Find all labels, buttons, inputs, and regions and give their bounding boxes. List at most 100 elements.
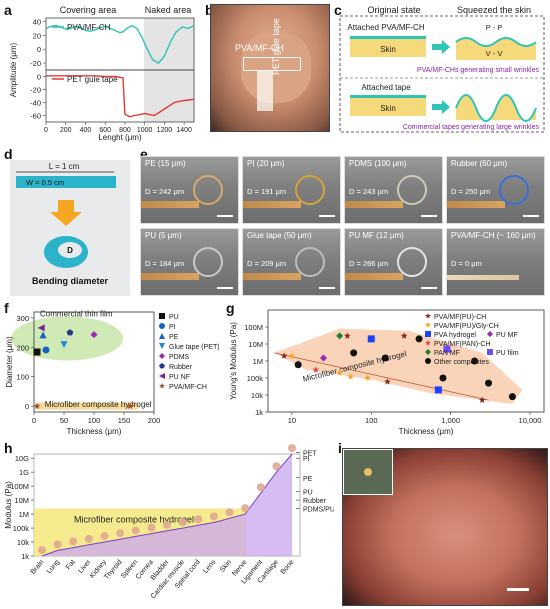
h-right-label: PDMS/PU NF [303, 506, 334, 513]
a-xtick-label: 1000 [137, 127, 153, 134]
g-point-pu-film [443, 345, 451, 353]
g-point-pva-hydrogel [434, 386, 442, 394]
panel-label-c: c [334, 2, 342, 18]
e-tile-diameter: D = 184 μm [145, 259, 185, 268]
h-category-label: Lung [46, 559, 61, 576]
e-bent-loop [397, 247, 427, 277]
h-category-label: Lens [202, 558, 217, 575]
g-ytick-label: 1M [253, 357, 263, 366]
panel-i-photo [342, 448, 548, 606]
h-organ-icon [272, 462, 281, 471]
g-point-pva-mf-pu-ch [400, 332, 408, 339]
e-bent-loop [193, 247, 223, 277]
d-diameter-symbol: D [67, 246, 73, 255]
panel-c-schematic: Original state Squeezed the skin Attache… [339, 5, 545, 133]
g-legend-marker [425, 340, 431, 346]
g-point-other-composites [381, 354, 389, 362]
a-region-left: Covering area [60, 5, 117, 15]
h-modulus-line [41, 453, 293, 557]
panel-label-e: e [140, 146, 148, 162]
i-inset-center [364, 468, 372, 476]
f-xtick-label: 100 [88, 416, 101, 425]
e-tile-diameter: D = 191 μm [247, 187, 287, 196]
g-ytick-label: 10k [251, 391, 263, 400]
e-bent-loop [193, 175, 223, 205]
e-scale-bar [319, 287, 335, 289]
panel-e-photo-grid: PE (15 μm) D = 242 μm PI (20 μm) D = 191 μm… [140, 156, 548, 298]
h-ytick-label: 1G [19, 468, 29, 477]
c-tape-top [350, 95, 426, 98]
h-organ-icon [131, 526, 140, 535]
g-legend-entry: PVA/MF(PAN)-CH [434, 341, 491, 348]
panel-label-d: d [4, 146, 13, 162]
g-xtick-label: 1,000 [441, 416, 460, 425]
e-scale-bar [421, 287, 437, 289]
i-inset-device [343, 449, 393, 495]
f-legend-marker [159, 323, 165, 329]
e-film-strip [141, 273, 199, 280]
f-legend-marker [159, 363, 165, 369]
b-label-film: PVA/MF-CH [235, 43, 284, 53]
f-ytick-label: 300 [16, 314, 29, 323]
f-legend-entry: Glue tape (PET) [169, 344, 220, 351]
e-bent-loop [295, 175, 325, 205]
h-organ-icon [163, 520, 171, 529]
f-hydrogel-region [35, 402, 140, 410]
d-strip [16, 176, 116, 188]
e-tile: PVA/MF-CH (~ 160 μm) D = 0 μm [446, 228, 545, 296]
f-legend-marker [159, 353, 165, 359]
e-tile-name: Glue tape (50 μm) [247, 231, 312, 240]
h-ytick-label: 100k [13, 524, 30, 533]
f-legend-marker [159, 383, 165, 389]
panel-label-h: h [4, 440, 13, 456]
a-top-series-line [45, 24, 195, 65]
e-tile-name: PE (15 μm) [145, 159, 186, 168]
g-ytick-label: 10M [248, 340, 263, 349]
a-ytick-label: 40 [33, 17, 41, 26]
a-xlabel: Lenght (μm) [98, 133, 142, 142]
g-legend-entry: PVA/MF(PU)-CH [434, 314, 486, 321]
e-film-strip [141, 201, 199, 208]
g-hydrogel-region [274, 328, 523, 404]
d-width-label: W = 0.5 cm [26, 178, 64, 187]
panel-h-chart: Microfiber composite hydrogel 10G 1G 100M 10… [4, 444, 334, 600]
f-point-pe [39, 331, 47, 339]
e-tile-name: Rubber (60 μm) [451, 159, 508, 168]
g-point-other-composites [415, 335, 423, 343]
panel-label-i: i [338, 440, 342, 456]
h-modulus-area [42, 454, 292, 556]
e-film-strip [345, 201, 403, 208]
f-ytick-label: 0 [25, 402, 29, 411]
e-tile-name: PU MF (12 μm) [349, 231, 404, 240]
g-point-other-composites [294, 361, 302, 369]
a-top-legend: PVA/MF-CH [67, 23, 111, 32]
g-xlabel: Thickness (μm) [399, 427, 454, 436]
h-ytick-label: 1M [19, 510, 29, 519]
f-legend-marker [159, 313, 165, 319]
c-skin-bottom [350, 98, 426, 116]
g-point-pva-mf-pu-ch [280, 352, 288, 359]
g-legend-entry: PU MF [496, 332, 518, 339]
e-bent-loop [295, 247, 325, 277]
c-film-top [350, 36, 426, 39]
c-frame [339, 15, 545, 133]
h-ytick-label: 100M [10, 482, 29, 491]
g-ytick-label: 1k [255, 408, 263, 417]
c-tape-squeezed-bottom [455, 94, 537, 122]
a-ytick-label: 0 [37, 45, 41, 54]
e-tile-diameter: D = 0 μm [451, 259, 482, 268]
g-ylabel: Young's Modulus (Pa) [229, 322, 238, 400]
c-skin-label1: Skin [380, 45, 396, 54]
e-tile-name: PI (20 μm) [247, 159, 285, 168]
a-bottom-frame [45, 69, 195, 123]
b-film-outline [243, 57, 301, 71]
e-tile-name: PDMS (100 μm) [349, 159, 407, 168]
g-point-pva-hydrogel [367, 335, 375, 343]
c-title-left: Original state [367, 5, 420, 15]
finger-shape [241, 33, 311, 103]
h-category-label: Fat [65, 559, 77, 571]
f-commercial-region [11, 316, 123, 361]
a-bottom-legend: PET gule tape [67, 75, 118, 84]
g-legend-entry: PVA/MF(PU)/Gly-CH [434, 323, 499, 330]
c-attached2: Attached tape [361, 83, 411, 92]
